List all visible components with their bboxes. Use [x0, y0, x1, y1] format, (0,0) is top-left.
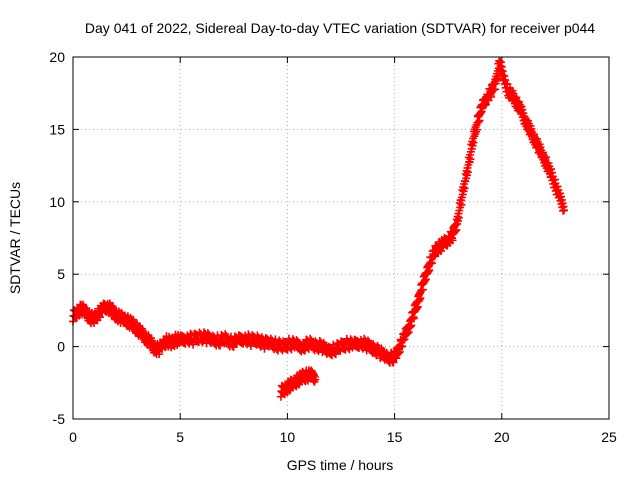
data-point: [457, 193, 466, 202]
data-point: [461, 177, 470, 186]
data-point: [455, 206, 464, 215]
y-tick-label: 15: [49, 121, 65, 137]
data-point: [462, 174, 471, 183]
data-point: [454, 213, 463, 222]
data-point: [424, 267, 433, 276]
x-tick-labels: 0 5 10 15 20 25: [69, 429, 617, 445]
data-point: [271, 335, 280, 344]
y-tick-label: -5: [53, 411, 66, 427]
data-point: [476, 108, 485, 117]
data-point: [454, 216, 463, 225]
data-point: [500, 72, 509, 81]
data-point: [459, 187, 468, 196]
data-point: [311, 375, 320, 384]
data-point: [425, 266, 434, 275]
y-tick-labels: -5 0 5 10 15 20: [49, 49, 65, 427]
data-point: [413, 302, 422, 311]
data-point: [559, 206, 568, 215]
data-point: [497, 62, 506, 71]
data-point: [477, 107, 486, 116]
data-point: [518, 105, 527, 114]
data-point: [466, 155, 475, 164]
data-point: [529, 130, 538, 139]
y-axis-title: SDTVAR / TECUs: [7, 182, 23, 294]
data-point: [463, 168, 472, 177]
chart-title: Day 041 of 2022, Sidereal Day-to-day VTE…: [85, 20, 595, 36]
grid: [73, 57, 609, 419]
data-point: [557, 195, 566, 204]
data-point: [407, 321, 416, 330]
plot-frame: [72, 56, 610, 420]
data-point: [466, 147, 475, 156]
data-point: [460, 184, 469, 193]
y-tick-label: 5: [57, 266, 65, 282]
data-point: [395, 347, 404, 356]
data-point: [547, 165, 556, 174]
data-point: [556, 192, 565, 201]
data-point: [468, 141, 477, 150]
data-point: [421, 275, 430, 284]
data-points: [69, 56, 568, 401]
data-point: [406, 322, 415, 331]
data-point: [412, 304, 421, 313]
data-point: [540, 154, 549, 163]
x-axis-title: GPS time / hours: [287, 457, 394, 473]
data-point: [452, 225, 461, 234]
data-point: [523, 116, 532, 125]
data-point: [527, 124, 536, 133]
data-point: [556, 189, 565, 198]
data-point: [493, 74, 502, 83]
data-point: [418, 285, 427, 294]
data-point: [558, 199, 567, 208]
data-point: [474, 117, 483, 126]
data-point: [541, 153, 550, 162]
data-point: [469, 138, 478, 147]
data-point: [517, 102, 526, 111]
data-point: [463, 171, 472, 180]
x-tick-label: 5: [176, 429, 184, 445]
data-point: [553, 182, 562, 191]
data-point: [416, 294, 425, 303]
data-point: [498, 67, 507, 76]
data-point: [467, 144, 476, 153]
data-point: [536, 143, 545, 152]
x-tick-label: 0: [69, 429, 77, 445]
data-point: [451, 226, 460, 235]
data-point: [421, 276, 430, 285]
data-point: [526, 121, 535, 130]
data-point: [457, 200, 466, 209]
data-point: [465, 158, 474, 167]
data-point: [503, 79, 512, 88]
data-point: [392, 354, 401, 363]
y-tick-label: 20: [49, 49, 65, 65]
data-point: [544, 158, 553, 167]
data-point: [547, 168, 556, 177]
data-point: [475, 116, 484, 125]
data-point: [519, 109, 528, 118]
data-point: [535, 140, 544, 149]
data-point: [496, 58, 505, 67]
data-point: [490, 85, 499, 94]
data-point: [404, 328, 413, 337]
y-tick-label: 10: [49, 194, 65, 210]
data-point: [448, 236, 457, 245]
data-point: [538, 148, 547, 157]
x-tick-label: 10: [280, 429, 296, 445]
data-point: [532, 134, 541, 143]
x-tick-label: 20: [494, 429, 510, 445]
x-tick-label: 15: [387, 429, 403, 445]
data-point: [409, 314, 418, 323]
data-point: [472, 125, 481, 134]
data-point: [495, 57, 504, 66]
data-point: [458, 190, 467, 199]
y-tick-label: 0: [57, 339, 65, 355]
data-point: [453, 219, 462, 228]
x-tick-label: 25: [601, 429, 617, 445]
